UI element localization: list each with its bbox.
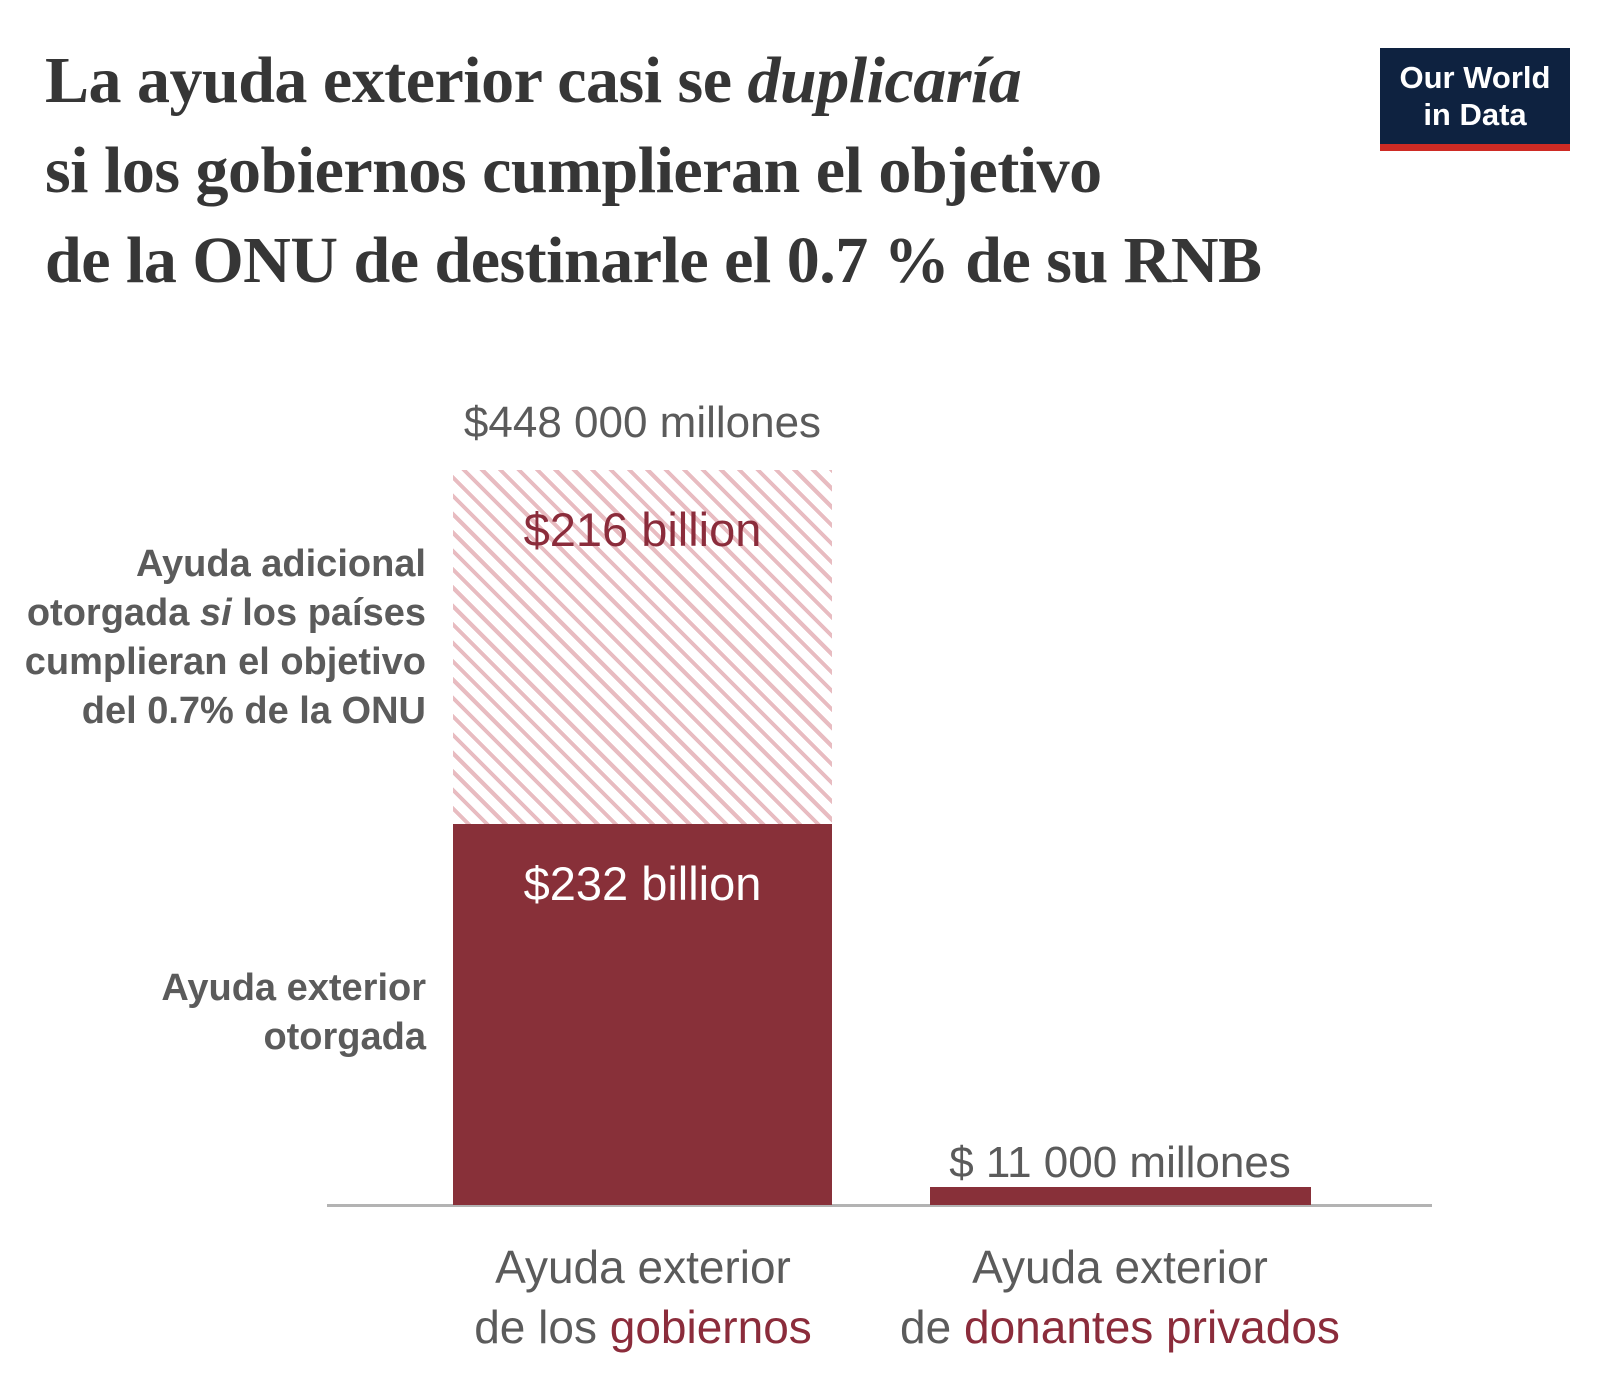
- category-private-line-2: de donantes privados: [870, 1297, 1370, 1357]
- logo-text-line-1: Our World: [1399, 60, 1551, 95]
- category-governments-line-2-pre: de los: [474, 1301, 610, 1353]
- category-private-line-2-accent: donantes privados: [964, 1301, 1340, 1353]
- bar1-solid-segment-label: $232 billion: [523, 857, 762, 911]
- annotation-given-line-1: Ayuda exterior: [161, 967, 426, 1009]
- plot-area: $216 billion $232 billion: [0, 470, 1620, 1207]
- category-label-governments: Ayuda exterior de los gobiernos: [393, 1237, 893, 1357]
- page-title: La ayuda exterior casi se duplicaría si …: [45, 36, 1445, 306]
- category-private-line-2-pre: de: [900, 1301, 964, 1353]
- annotation-additional-line-2-post: los países: [231, 592, 426, 634]
- title-line-2: si los gobiernos cumplieran el objetivo: [45, 134, 1102, 207]
- annotation-additional-line-1: Ayuda adicional: [136, 543, 426, 585]
- category-governments-line-1: Ayuda exterior: [495, 1241, 791, 1293]
- category-governments-line-2-accent: gobiernos: [609, 1301, 812, 1353]
- annotation-additional-line-2-italic: si: [199, 592, 232, 634]
- annotation-additional-line-2-pre: otorgada: [26, 592, 200, 634]
- annotation-aid-given: Ayuda exterior otorgada: [161, 964, 426, 1062]
- category-private-line-1: Ayuda exterior: [972, 1241, 1268, 1293]
- bar1-hatched-segment-label: $216 billion: [523, 503, 762, 556]
- bar-governments: $216 billion $232 billion: [453, 470, 832, 1205]
- bar2-value-label: $ 11 000 millones: [949, 1138, 1291, 1187]
- annotation-given-line-2: otorgada: [263, 1016, 426, 1058]
- bar1-hatched-segment: $216 billion: [453, 470, 832, 825]
- annotation-additional-line-2: otorgada si los países: [25, 589, 426, 638]
- title-line-1: La ayuda exterior casi se duplicaría: [45, 36, 1445, 126]
- title-line-1-regular: La ayuda exterior casi se: [45, 44, 748, 117]
- annotation-additional-line-3: cumplieran el objetivo: [24, 641, 426, 683]
- bar1-total-value-label: $448 000 millones: [463, 398, 822, 447]
- annotation-additional-aid: Ayuda adicional otorgada si los países c…: [25, 540, 426, 736]
- bar1-solid-segment: $232 billion: [453, 824, 832, 1205]
- logo-text-line-2: in Data: [1423, 97, 1527, 132]
- bar-private-donors: [930, 1186, 1311, 1205]
- x-axis-line: [327, 1204, 1432, 1207]
- category-label-private-donors: Ayuda exterior de donantes privados: [870, 1237, 1370, 1357]
- title-line-3: de la ONU de destinarle el 0.7 % de su R…: [45, 224, 1262, 297]
- owid-logo: Our World in Data: [1380, 48, 1570, 151]
- annotation-additional-line-4: del 0.7% de la ONU: [81, 690, 426, 732]
- title-line-1-italic: duplicaría: [747, 44, 1022, 117]
- category-governments-line-2: de los gobiernos: [393, 1297, 893, 1357]
